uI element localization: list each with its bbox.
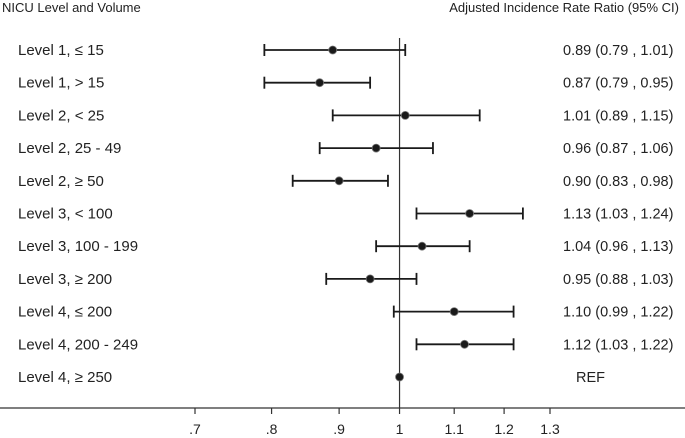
x-tick-label: .9: [333, 421, 345, 437]
row-labels: Level 1, ≤ 15 Level 1, > 15 Level 2, < 25 L…: [18, 42, 138, 386]
row-value: 1.10 (0.99 , 1.22): [563, 305, 673, 321]
confidence-intervals: [263, 44, 524, 351]
point-estimate: [460, 339, 469, 349]
point-estimates: [315, 45, 475, 382]
row-label: Level 4, ≥ 250: [18, 369, 112, 386]
x-axis: .7 .8 .9 1 1.1 1.2 1.3: [0, 407, 685, 437]
row-label: Level 3, < 100: [18, 206, 113, 223]
row-value: 1.12 (1.03 , 1.22): [563, 337, 673, 353]
point-estimate: [334, 176, 344, 186]
point-estimate: [465, 209, 475, 218]
row-values: 0.89 (0.79 , 1.01) 0.87 (0.79 , 0.95) 1.01…: [563, 43, 673, 386]
row-value: 1.01 (0.89 , 1.15): [563, 108, 673, 124]
row-label: Level 4, ≤ 200: [18, 304, 112, 321]
row-label: Level 2, 25 - 49: [18, 140, 121, 157]
point-estimate: [328, 45, 338, 55]
row-label: Level 3, 100 - 199: [18, 238, 138, 255]
row-value: 0.90 (0.83 , 0.98): [563, 174, 673, 190]
x-tick-label: 1: [396, 421, 404, 437]
x-tick-label: 1.2: [494, 421, 514, 437]
row-value: 0.95 (0.88 , 1.03): [563, 272, 673, 288]
point-estimate: [395, 372, 404, 382]
point-estimate: [371, 143, 381, 153]
point-estimate: [315, 78, 325, 88]
row-label: Level 3, ≥ 200: [18, 271, 112, 288]
row-value: 0.89 (0.79 , 1.01): [563, 43, 673, 59]
point-estimate: [365, 274, 375, 284]
point-estimate: [400, 111, 410, 120]
row-value: 0.87 (0.79 , 0.95): [563, 76, 673, 92]
header-right-title: Adjusted Incidence Rate Ratio (95% CI): [449, 0, 679, 15]
x-tick-label: 1.3: [540, 421, 560, 437]
point-estimate: [449, 307, 459, 317]
row-value: 1.04 (0.96 , 1.13): [563, 239, 673, 255]
header-left-title: NICU Level and Volume: [2, 0, 141, 15]
x-tick-label: .7: [189, 421, 201, 437]
row-value: 0.96 (0.87 , 1.06): [563, 141, 673, 157]
row-label: Level 4, 200 - 249: [18, 336, 138, 353]
row-label: Level 2, < 25: [18, 107, 104, 124]
reference-label: REF: [576, 370, 605, 386]
x-tick-label: .8: [266, 421, 278, 437]
row-label: Level 1, ≤ 15: [18, 42, 104, 59]
x-tick-label: 1.1: [444, 421, 464, 437]
row-label: Level 1, > 15: [18, 75, 104, 92]
row-label: Level 2, ≥ 50: [18, 173, 104, 190]
row-value: 1.13 (1.03 , 1.24): [563, 207, 673, 223]
point-estimate: [417, 241, 427, 251]
